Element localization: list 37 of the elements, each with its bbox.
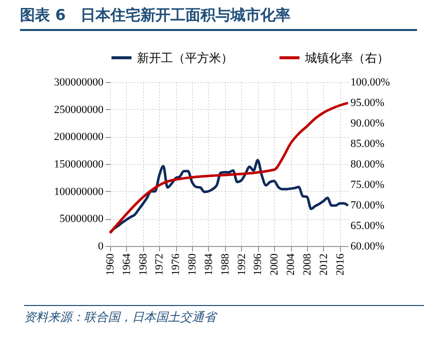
x-tick-label: 1988 bbox=[219, 253, 232, 276]
y2-tick-label: 60.00% bbox=[350, 240, 384, 252]
chart-title: 图表 6 日本住宅新开工面积与城市化率 bbox=[20, 6, 417, 31]
x-tick-label: 1996 bbox=[252, 253, 264, 276]
line-series bbox=[108, 102, 350, 234]
x-tick-label: 2016 bbox=[334, 253, 346, 276]
x-tick-label: 2012 bbox=[318, 254, 330, 276]
y2-tick-label: 85.00% bbox=[350, 138, 384, 150]
x-tick-label: 1964 bbox=[120, 253, 133, 276]
x-tick-label: 1992 bbox=[236, 254, 248, 276]
x-tick-label: 1960 bbox=[104, 253, 116, 276]
y-tick-label: 200000000 bbox=[54, 131, 104, 144]
y-tick-label: 50000000 bbox=[60, 213, 104, 226]
x-tick-label: 2000 bbox=[268, 253, 281, 276]
x-tick-label: 1968 bbox=[137, 253, 150, 276]
x-tick-label: 2008 bbox=[301, 253, 314, 276]
y2-tick-label: 100.00% bbox=[350, 76, 390, 88]
y-tick-label: 300000000 bbox=[54, 76, 104, 88]
x-tick-label: 1984 bbox=[202, 253, 215, 276]
y2-tick-label: 90.00% bbox=[350, 118, 384, 130]
x-tick-label: 1972 bbox=[154, 254, 166, 276]
legend-label: 城镇化率（右） bbox=[304, 50, 389, 65]
text: 资料来源：联合国，日本国土交通省 bbox=[24, 305, 424, 326]
y2-tick-label: 70.00% bbox=[350, 200, 384, 212]
y-tick-label: 0 bbox=[98, 240, 104, 252]
x-tick-label: 2004 bbox=[285, 253, 298, 276]
x-tick-label: 1980 bbox=[186, 253, 199, 276]
line-series bbox=[108, 158, 350, 234]
y-tick-label: 150000000 bbox=[54, 158, 104, 170]
x-tick-label: 1976 bbox=[170, 253, 182, 276]
y2-tick-label: 75.00% bbox=[350, 179, 384, 191]
y2-tick-label: 65.00% bbox=[350, 220, 384, 232]
y-tick-label: 250000000 bbox=[54, 104, 104, 116]
y2-tick-label: 80.00% bbox=[350, 158, 384, 170]
y-tick-label: 100000000 bbox=[54, 186, 104, 198]
y2-tick-label: 95.00% bbox=[350, 97, 384, 109]
legend-label: 新开工（平方米） bbox=[137, 50, 233, 65]
